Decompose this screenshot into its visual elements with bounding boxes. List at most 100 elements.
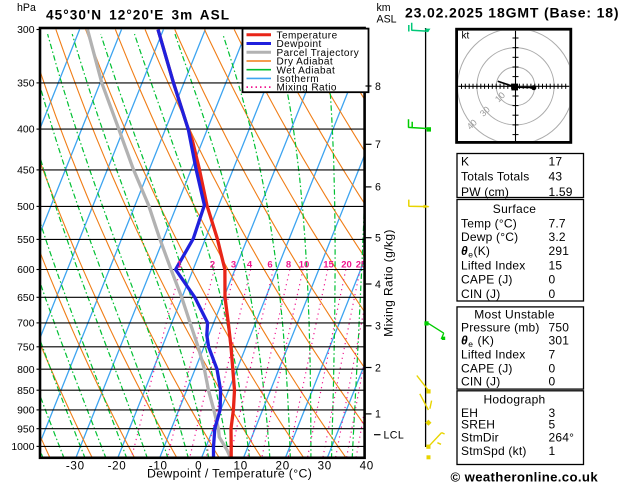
svg-text:3: 3 <box>549 406 556 420</box>
svg-text:Parcel Trajectory: Parcel Trajectory <box>277 48 360 59</box>
svg-text:15: 15 <box>549 258 563 272</box>
svg-text:1000: 1000 <box>11 442 34 453</box>
svg-text:Mixing Ratio: Mixing Ratio <box>277 83 337 94</box>
svg-text:900: 900 <box>17 406 35 417</box>
svg-text:7: 7 <box>549 347 556 361</box>
svg-text:Wet Adiabat: Wet Adiabat <box>277 65 336 76</box>
svg-text:Dewpoint: Dewpoint <box>277 39 322 50</box>
svg-text:PW (cm): PW (cm) <box>461 185 509 199</box>
svg-text:40: 40 <box>360 460 374 473</box>
svg-text:8: 8 <box>286 260 291 271</box>
svg-text:500: 500 <box>17 202 35 213</box>
svg-text:CAPE (J): CAPE (J) <box>461 361 513 375</box>
svg-text:StmSpd (kt): StmSpd (kt) <box>461 444 527 458</box>
svg-text:Temp (°C): Temp (°C) <box>461 217 517 231</box>
svg-text:3: 3 <box>375 321 381 333</box>
svg-text:1.59: 1.59 <box>549 185 573 199</box>
svg-text:Surface: Surface <box>493 202 536 216</box>
svg-text:40: 40 <box>465 117 479 131</box>
svg-text:650: 650 <box>17 293 35 304</box>
svg-text:45°30'N 12°20'E 3m ASL: 45°30'N 12°20'E 3m ASL <box>46 8 230 23</box>
svg-text:550: 550 <box>17 235 35 246</box>
svg-text:SREH: SREH <box>461 418 495 432</box>
svg-text:Totals Totals: Totals Totals <box>461 169 529 183</box>
svg-text:5: 5 <box>549 418 556 432</box>
svg-text:K: K <box>461 155 469 169</box>
svg-text:600: 600 <box>17 265 35 276</box>
svg-text:Most Unstable: Most Unstable <box>474 307 555 321</box>
svg-text:Lifted Index: Lifted Index <box>461 258 525 272</box>
svg-text:Dewpoint / Temperature (°C): Dewpoint / Temperature (°C) <box>147 467 312 481</box>
svg-text:4: 4 <box>375 279 381 291</box>
svg-text:kt: kt <box>462 31 470 42</box>
svg-text:0: 0 <box>549 374 556 388</box>
svg-text:30: 30 <box>318 460 332 473</box>
svg-text:km: km <box>377 2 391 14</box>
svg-text:θ: θ <box>461 244 468 258</box>
svg-text:43: 43 <box>549 169 563 183</box>
svg-text:(K): (K) <box>474 244 491 258</box>
svg-text:750: 750 <box>549 321 570 335</box>
svg-text:CIN (J): CIN (J) <box>461 287 500 301</box>
svg-text:30: 30 <box>478 104 492 118</box>
svg-text:5: 5 <box>375 233 381 245</box>
svg-text:StmDir: StmDir <box>461 431 499 445</box>
svg-text:950: 950 <box>17 424 35 435</box>
svg-text:Mixing Ratio (g/kg): Mixing Ratio (g/kg) <box>382 229 396 337</box>
svg-text:700: 700 <box>17 319 35 330</box>
svg-text:hPa: hPa <box>17 2 36 14</box>
svg-text:7.7: 7.7 <box>549 217 566 231</box>
svg-text:400: 400 <box>17 125 35 136</box>
svg-text:0: 0 <box>549 287 556 301</box>
svg-text:(K): (K) <box>478 334 495 348</box>
svg-text:23.02.2025 18GMT (Base: 18): 23.02.2025 18GMT (Base: 18) <box>405 5 619 21</box>
svg-text:750: 750 <box>17 342 35 353</box>
svg-text:2: 2 <box>210 260 215 271</box>
svg-text:Hodograph: Hodograph <box>483 392 545 406</box>
svg-text:3.2: 3.2 <box>549 230 566 244</box>
svg-text:291: 291 <box>549 244 570 258</box>
svg-text:EH: EH <box>461 406 478 420</box>
svg-text:301: 301 <box>549 334 570 348</box>
svg-text:300: 300 <box>17 25 35 36</box>
svg-text:-10: -10 <box>149 460 168 473</box>
svg-text:0: 0 <box>549 273 556 287</box>
svg-text:© weatheronline.co.uk: © weatheronline.co.uk <box>451 470 599 485</box>
svg-text:Pressure (mb): Pressure (mb) <box>461 321 540 335</box>
svg-text:ASL: ASL <box>377 14 397 26</box>
svg-text:1: 1 <box>375 409 381 421</box>
svg-text:Dewp (°C): Dewp (°C) <box>461 230 518 244</box>
svg-text:θ: θ <box>461 334 468 348</box>
svg-text:15: 15 <box>323 260 334 271</box>
svg-text:350: 350 <box>17 79 35 90</box>
svg-text:450: 450 <box>17 166 35 177</box>
svg-text:Dry Adiabat: Dry Adiabat <box>277 57 334 68</box>
svg-text:17: 17 <box>549 155 563 169</box>
svg-text:e: e <box>468 339 473 349</box>
svg-text:25: 25 <box>356 260 367 271</box>
svg-text:2: 2 <box>375 362 381 374</box>
svg-text:850: 850 <box>17 386 35 397</box>
svg-text:20: 20 <box>276 460 290 473</box>
svg-text:-20: -20 <box>108 460 127 473</box>
svg-text:4: 4 <box>247 260 253 271</box>
svg-text:10: 10 <box>299 260 310 271</box>
svg-text:1: 1 <box>549 444 556 458</box>
svg-text:CIN (J): CIN (J) <box>461 374 500 388</box>
svg-text:7: 7 <box>375 139 381 151</box>
svg-text:Temperature: Temperature <box>277 30 338 41</box>
svg-text:LCL: LCL <box>384 430 405 442</box>
svg-text:-30: -30 <box>66 460 85 473</box>
svg-text:10: 10 <box>234 460 248 473</box>
svg-text:e: e <box>468 250 473 260</box>
svg-text:6: 6 <box>267 260 272 271</box>
svg-text:CAPE (J): CAPE (J) <box>461 273 513 287</box>
svg-text:6: 6 <box>375 182 381 194</box>
svg-text:0: 0 <box>549 361 556 375</box>
svg-text:8: 8 <box>375 81 381 93</box>
svg-text:Isotherm: Isotherm <box>277 74 320 85</box>
svg-text:264°: 264° <box>549 431 575 445</box>
svg-text:3: 3 <box>231 260 236 271</box>
svg-text:20: 20 <box>341 260 352 271</box>
svg-text:800: 800 <box>17 365 35 376</box>
